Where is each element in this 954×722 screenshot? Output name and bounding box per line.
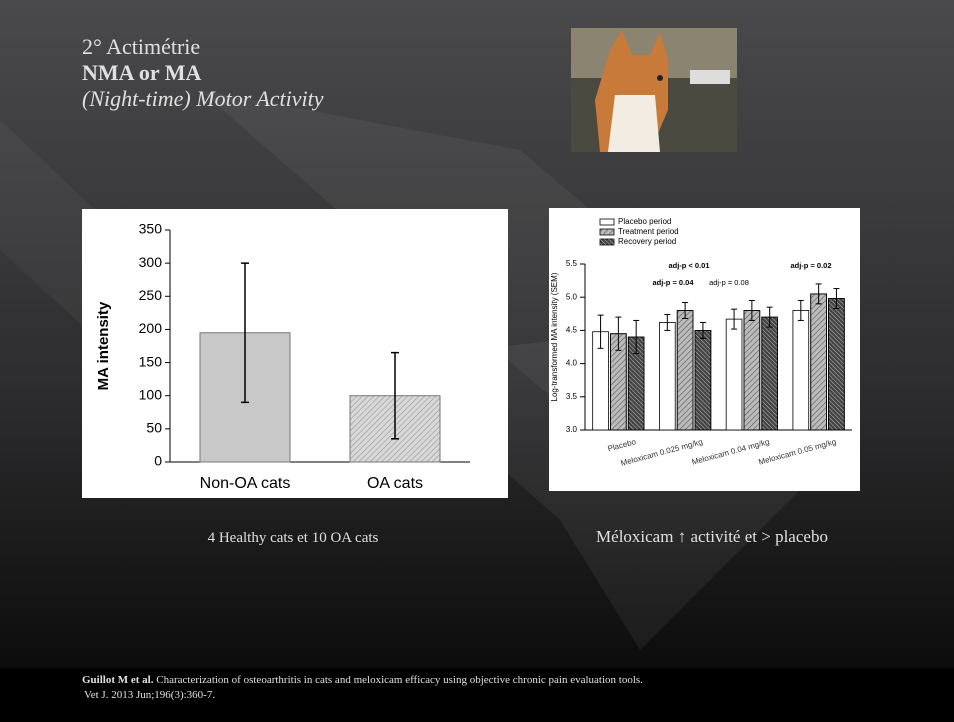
bar-hatch — [695, 330, 711, 430]
annotation: adj-p = 0.04 — [652, 278, 694, 287]
y-tick-label: 150 — [139, 353, 163, 369]
bar-hatch — [744, 310, 760, 430]
citation: Guillot M et al. Characterization of ost… — [82, 674, 643, 686]
bar-hatch — [829, 299, 845, 430]
citation: Vet J. 2013 Jun;196(3):360-7. — [84, 689, 215, 701]
y-tick-label: 300 — [139, 254, 163, 270]
legend-hatch — [600, 239, 614, 245]
legend-label: Recovery period — [618, 237, 676, 246]
citation-authors: Guillot M et al. — [82, 674, 154, 686]
y-tick-label: 4.5 — [566, 326, 578, 335]
y-tick-label: 5.0 — [566, 292, 578, 301]
y-tick-label: 100 — [139, 386, 163, 402]
bar-hatch — [811, 294, 827, 430]
y-tick-label: 5.5 — [566, 259, 578, 268]
cat-photo — [571, 28, 737, 152]
legend-swatch — [600, 219, 614, 225]
caption: 4 Healthy cats et 10 OA cats — [208, 530, 379, 546]
y-tick-label: 0 — [154, 453, 162, 469]
title: 2° Actimétrie — [82, 34, 200, 59]
annotation: adj-p = 0.08 — [709, 278, 749, 287]
y-tick-label: 200 — [139, 320, 163, 336]
bar-hatch — [762, 317, 778, 430]
x-tick-label: Non-OA cats — [200, 475, 291, 492]
y-tick-label: 4.0 — [566, 359, 578, 368]
y-axis-label: Log-transformed MA intensity (SEM) — [550, 272, 559, 401]
slide: 2° Actimétrie NMA or MA (Night-time) Mot… — [0, 0, 954, 722]
bar — [726, 319, 742, 430]
caption: Méloxicam ↑ activité et > placebo — [596, 527, 828, 546]
y-tick-label: 3.5 — [566, 392, 578, 401]
y-axis-label: MA intensity — [95, 301, 112, 390]
y-tick-label: 250 — [139, 287, 163, 303]
legend-label: Placebo period — [618, 217, 671, 226]
bar-hatch — [677, 310, 693, 430]
title: NMA or MA — [82, 60, 201, 85]
y-tick-label: 3.0 — [566, 425, 578, 434]
legend-hatch — [600, 229, 614, 235]
x-tick-label: OA cats — [367, 475, 423, 492]
y-tick-label: 350 — [139, 221, 163, 237]
bar — [659, 322, 675, 430]
legend-label: Treatment period — [618, 227, 679, 236]
annotation: adj-p = 0.02 — [790, 261, 831, 270]
subtitle: (Night-time) Motor Activity — [82, 86, 324, 111]
annotation: adj-p < 0.01 — [668, 261, 709, 270]
bar — [793, 310, 809, 430]
citation-title: Characterization of osteoarthritis in ca… — [154, 674, 644, 686]
y-tick-label: 50 — [146, 420, 162, 436]
